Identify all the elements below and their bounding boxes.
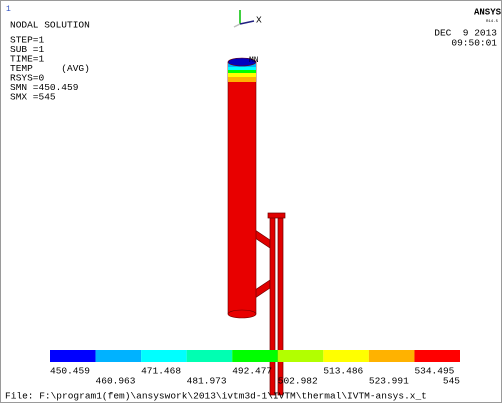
legend-label: 481.973 — [187, 376, 227, 387]
brand: ANSYS — [474, 7, 502, 17]
legend-label: 523.991 — [369, 376, 409, 387]
legend-swatch — [187, 350, 233, 362]
legend-swatch — [232, 350, 278, 362]
legend-swatch — [414, 350, 460, 362]
legend-label: 502.982 — [278, 376, 318, 387]
legend-label: 450.459 — [50, 366, 90, 377]
legend-swatch — [278, 350, 324, 362]
legend-label: 513.486 — [323, 366, 363, 377]
legend-label: 471.468 — [141, 366, 181, 377]
legend-label: 492.477 — [232, 366, 272, 377]
time: 09:50:01 — [451, 38, 497, 49]
legend-swatch — [141, 350, 187, 362]
file-path: File: F:\program1(fem)\ansyswork\2013\iv… — [5, 391, 427, 402]
legend-label: 460.963 — [96, 376, 136, 387]
page: 1 NODAL SOLUTION ANSYS R14.5 DEC 9 2013 … — [0, 0, 502, 403]
viewport: 1 NODAL SOLUTION ANSYS R14.5 DEC 9 2013 … — [0, 0, 502, 403]
window-number: 1 — [6, 5, 11, 14]
legend-swatch — [323, 350, 369, 362]
column — [228, 58, 256, 318]
plot-title: NODAL SOLUTION — [10, 20, 90, 31]
info-line: SMX =545 — [10, 92, 56, 103]
min-label: MN — [249, 56, 259, 65]
legend-swatch — [369, 350, 415, 362]
triad-x-label: X — [256, 15, 262, 26]
legend-label: 545 — [443, 376, 460, 387]
legend-swatch — [50, 350, 96, 362]
legend-swatch — [96, 350, 142, 362]
version: R14.5 — [486, 20, 499, 24]
